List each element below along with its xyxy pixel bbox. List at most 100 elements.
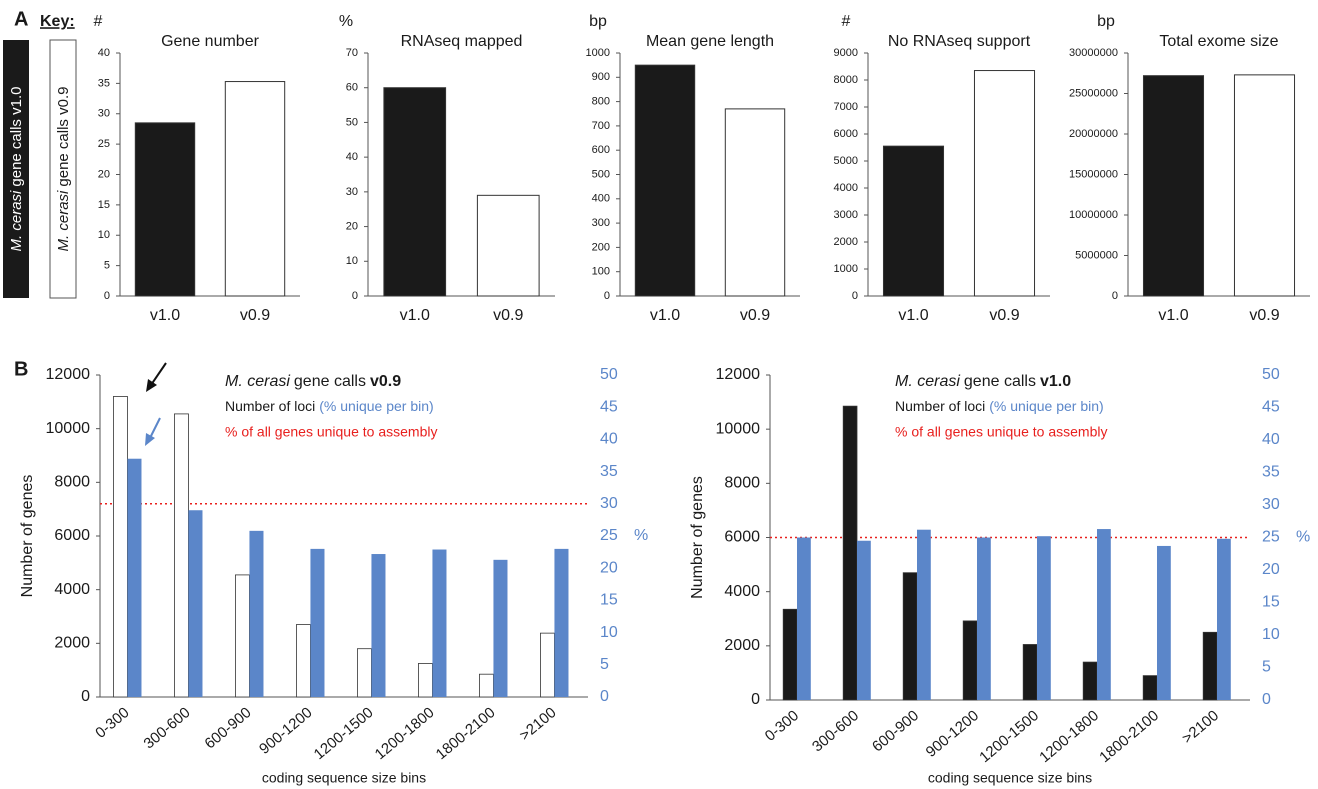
y-tick-label: 0 xyxy=(104,290,110,302)
bar xyxy=(1142,675,1158,701)
legend: Number of loci (% unique per bin) xyxy=(225,398,434,414)
x-tick-label: 600-900 xyxy=(201,704,254,752)
bar xyxy=(418,663,433,698)
y2-tick-label: 35 xyxy=(1262,464,1280,481)
y-tick-label: 10000 xyxy=(716,420,761,437)
y-tick-label: 100 xyxy=(592,266,610,278)
y-tick-label: 4000 xyxy=(54,581,90,598)
bar xyxy=(113,396,128,698)
chart-title: Total exome size xyxy=(1159,33,1278,50)
y2-tick-label: 10 xyxy=(600,624,618,641)
x-tick-label: 1200-1800 xyxy=(1036,707,1102,766)
arrow-head xyxy=(146,379,157,392)
x-tick-label: v1.0 xyxy=(1158,307,1188,324)
x-tick-label: >2100 xyxy=(1179,707,1222,747)
key-item: M. cerasi gene calls v0.9 xyxy=(55,87,72,252)
y2-tick-label: 45 xyxy=(600,398,618,415)
y-tick-label: 40 xyxy=(98,47,110,59)
y2-tick-label: 0 xyxy=(1262,691,1271,708)
title-italic: M. cerasi xyxy=(225,373,290,390)
y2-tick-label: 50 xyxy=(600,366,618,383)
x-tick-label: >2100 xyxy=(516,704,559,744)
y-tick-label: 600 xyxy=(592,144,610,156)
y2-tick-label: 50 xyxy=(1262,366,1280,383)
y-tick-label: 0 xyxy=(352,290,358,302)
y-tick-label: 30000000 xyxy=(1069,47,1118,59)
bar xyxy=(296,624,311,698)
bar xyxy=(174,413,189,698)
bar xyxy=(962,620,978,701)
y-tick-label: 5000 xyxy=(834,155,858,167)
y-tick-label: 4000 xyxy=(834,182,858,194)
bar xyxy=(1082,661,1098,701)
bar xyxy=(224,81,286,297)
y2-tick-label: 40 xyxy=(1262,431,1280,448)
y-tick-label: 700 xyxy=(592,120,610,132)
legend-entry: Number of loci xyxy=(225,398,315,414)
y-tick-label: 12000 xyxy=(716,366,761,383)
y-tick-label: 25000000 xyxy=(1069,87,1118,99)
bar xyxy=(493,559,508,697)
y-unit: bp xyxy=(1097,13,1115,30)
y-tick-label: 20 xyxy=(346,220,358,232)
y-tick-label: 300 xyxy=(592,217,610,229)
y-tick-label: 200 xyxy=(592,241,610,253)
y2-tick-label: 10 xyxy=(1262,626,1280,643)
y2-tick-label: 30 xyxy=(1262,496,1280,513)
y-tick-label: 4000 xyxy=(724,583,760,600)
y2-tick-label: 45 xyxy=(1262,399,1280,416)
y-unit: % xyxy=(339,13,353,30)
y-tick-label: 6000 xyxy=(724,529,760,546)
x-tick-label: 900-1200 xyxy=(923,707,982,761)
y-tick-label: 0 xyxy=(604,290,610,302)
y-tick-label: 12000 xyxy=(46,366,91,383)
bar xyxy=(1157,545,1171,700)
y-tick-label: 60 xyxy=(346,82,358,94)
chart-title: Mean gene length xyxy=(646,33,774,50)
bar xyxy=(1233,74,1296,297)
x-axis-label: coding sequence size bins xyxy=(262,770,426,786)
x-tick-label: 1200-1800 xyxy=(372,704,438,763)
bar xyxy=(249,530,264,697)
x-tick-label: 0-300 xyxy=(762,707,802,745)
y2-tick-label: 25 xyxy=(1262,529,1280,546)
y-tick-label: 10000 xyxy=(46,420,91,437)
panel-label: A xyxy=(14,8,28,30)
x-tick-label: 1200-1500 xyxy=(976,707,1042,766)
y-tick-label: 40 xyxy=(346,151,358,163)
y2-tick-label: 5 xyxy=(600,656,609,673)
x-tick-label: v1.0 xyxy=(650,307,680,324)
y2-tick-label: 30 xyxy=(600,495,618,512)
bar xyxy=(1037,536,1051,700)
y-tick-label: 70 xyxy=(346,47,358,59)
bar xyxy=(371,554,386,697)
bar xyxy=(479,673,494,698)
arrow-head xyxy=(145,433,155,446)
bar xyxy=(235,574,250,698)
bar xyxy=(540,632,555,698)
y-tick-label: 0 xyxy=(852,290,858,302)
x-tick-label: 0-300 xyxy=(92,704,132,742)
y-tick-label: 8000 xyxy=(834,74,858,86)
y2-axis-label: % xyxy=(634,527,648,544)
bar xyxy=(127,458,142,697)
y-axis-label: Number of genes xyxy=(689,476,706,599)
legend-entry: (% unique per bin) xyxy=(319,398,433,414)
bar xyxy=(134,122,196,297)
x-tick-label: v1.0 xyxy=(898,307,928,324)
x-tick-label: 300-600 xyxy=(809,707,862,755)
y-tick-label: 9000 xyxy=(834,47,858,59)
x-axis-label: coding sequence size bins xyxy=(928,770,1092,786)
arrow xyxy=(149,417,161,439)
x-tick-label: 1800-2100 xyxy=(433,704,499,763)
title-italic: M. cerasi xyxy=(895,373,960,390)
chart-title: No RNAseq support xyxy=(888,33,1031,50)
y-tick-label: 5000000 xyxy=(1075,249,1118,261)
bar xyxy=(882,145,945,297)
bar xyxy=(188,510,203,697)
bar xyxy=(1022,644,1038,701)
key-swatch xyxy=(49,39,77,299)
x-tick-label: v0.9 xyxy=(740,307,770,324)
y-tick-label: 2000 xyxy=(834,236,858,248)
y-unit: bp xyxy=(589,13,607,30)
